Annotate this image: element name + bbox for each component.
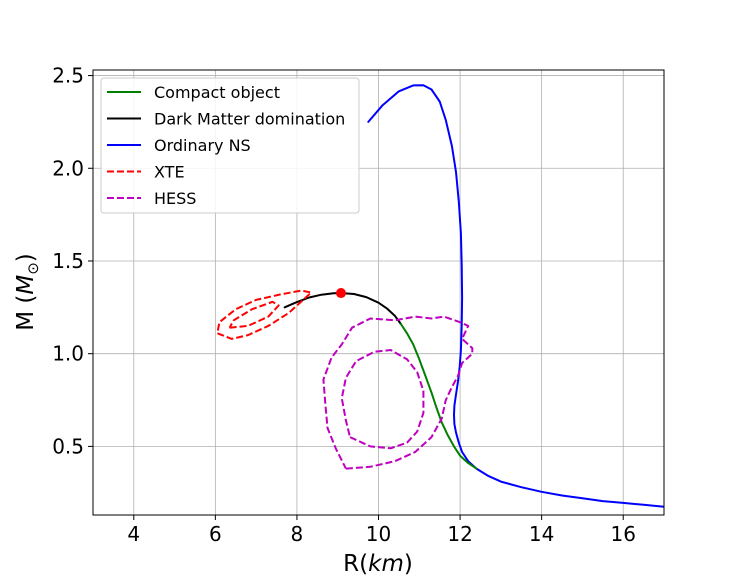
y-axis-ticks: 0.5 1.0 1.5 2.0 2.5 [52, 64, 93, 458]
legend-label-ordinary-ns: Ordinary NS [154, 136, 251, 155]
y-tick-label: 0.5 [52, 434, 84, 458]
legend: Compact object Dark Matter domination Ordi… [100, 77, 360, 214]
x-tick-label: 16 [610, 522, 635, 546]
series-compact-object [399, 323, 478, 470]
legend-label-compact-object: Compact object [154, 83, 280, 102]
y-tick-label: 1.5 [52, 249, 84, 273]
series-ordinary-ns [367, 84, 664, 508]
series-hess [322, 315, 474, 470]
legend-label-dark-matter-domination: Dark Matter domination [154, 110, 345, 129]
x-tick-label: 10 [366, 522, 391, 546]
series-xte [216, 289, 313, 340]
series-xte-inner [228, 300, 280, 329]
marker-group [335, 288, 346, 299]
x-tick-label: 6 [209, 522, 222, 546]
y-axis-label: M (M⊙) [13, 253, 42, 331]
series-group [216, 84, 664, 508]
legend-box [100, 77, 360, 214]
legend-label-hess: HESS [154, 189, 196, 208]
x-axis-ticks: 4 6 8 10 12 14 16 [127, 515, 636, 546]
x-axis-label: R(km) [343, 551, 413, 577]
x-tick-label: 4 [127, 522, 140, 546]
x-tick-label: 12 [447, 522, 472, 546]
y-tick-label: 1.0 [52, 342, 84, 366]
series-hess-inner [340, 349, 425, 450]
y-tick-label: 2.5 [52, 64, 84, 88]
x-tick-label: 8 [291, 522, 304, 546]
x-tick-label: 14 [529, 522, 554, 546]
y-tick-label: 2.0 [52, 156, 84, 180]
legend-label-xte: XTE [154, 163, 185, 182]
max-mass-marker [335, 288, 346, 299]
series-dark-matter-domination [283, 292, 402, 325]
